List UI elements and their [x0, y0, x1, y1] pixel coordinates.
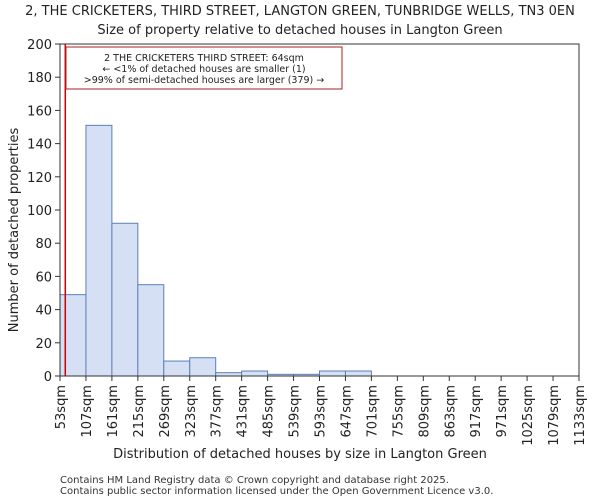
annotation-line1: 2 THE CRICKETERS THIRD STREET: 64sqm	[104, 53, 304, 64]
plot-area-frame	[59, 43, 580, 377]
x-tick-label: 161sqm	[106, 385, 121, 438]
x-tick-label: 809sqm	[417, 385, 432, 438]
y-tick-label: 120	[27, 171, 52, 186]
y-tick-label: 20	[35, 337, 52, 352]
y-tick-label: 160	[27, 104, 52, 119]
y-tick-label: 140	[27, 138, 52, 153]
x-tick-label: 53sqm	[54, 385, 69, 429]
y-tick-label: 80	[35, 237, 52, 252]
x-tick-label: 107sqm	[80, 385, 95, 438]
x-tick-label: 647sqm	[339, 385, 354, 438]
chart-title-line2: Size of property relative to detached ho…	[97, 23, 502, 38]
y-axis-label: Number of detached properties	[7, 128, 22, 333]
histogram-bar-107sqm	[85, 124, 113, 377]
y-tick-label: 100	[27, 204, 52, 219]
footer-line1: Contains HM Land Registry data © Crown c…	[60, 475, 449, 486]
bars-group	[59, 124, 372, 377]
annotation-line2: ← <1% of detached houses are smaller (1)	[102, 64, 305, 75]
y-tick-label: 0	[44, 370, 52, 385]
x-tick-label: 755sqm	[391, 385, 406, 438]
x-tick-label: 593sqm	[314, 385, 329, 438]
histogram-bar-647sqm	[344, 370, 372, 377]
x-tick-label: 269sqm	[158, 385, 173, 438]
histogram-bar-431sqm	[241, 370, 269, 377]
footer-line2: Contains public sector information licen…	[60, 486, 493, 497]
x-tick-label: 539sqm	[288, 385, 303, 438]
x-tick-label: 323sqm	[184, 385, 199, 438]
x-tick-label: 377sqm	[210, 385, 225, 438]
histogram-bar-215sqm	[137, 284, 165, 377]
y-tick-label: 40	[35, 304, 52, 319]
y-axis-ticks: 0 20 40 60 80 100 120 140 160 180 200	[27, 38, 60, 385]
x-axis-ticks: 53sqm 107sqm 161sqm 215sqm 269sqm 323sqm 377sq…	[54, 376, 588, 446]
annotation-line3: >99% of semi-detached houses are larger …	[84, 75, 325, 86]
histogram-bar-323sqm	[189, 357, 217, 377]
x-tick-label: 485sqm	[262, 385, 277, 438]
x-tick-label: 1133sqm	[573, 385, 588, 446]
x-tick-label: 917sqm	[469, 385, 484, 438]
annotation-frame	[65, 46, 343, 90]
histogram-bar-53sqm	[59, 294, 87, 377]
x-tick-label: 431sqm	[236, 385, 251, 438]
y-tick-label: 180	[27, 71, 52, 86]
x-axis-label: Distribution of detached houses by size …	[113, 447, 487, 462]
y-tick-label: 200	[27, 38, 52, 53]
x-tick-label: 1079sqm	[547, 385, 562, 446]
histogram-bar-269sqm	[163, 360, 191, 377]
x-tick-label: 1025sqm	[521, 385, 536, 446]
x-tick-label: 701sqm	[365, 385, 380, 438]
x-tick-label: 971sqm	[495, 385, 510, 438]
y-tick-label: 60	[35, 270, 52, 285]
annotation-box: 2 THE CRICKETERS THIRD STREET: 64sqm ← <…	[65, 46, 343, 90]
chart-title-line1: 2, THE CRICKETERS, THIRD STREET, LANGTON…	[25, 4, 575, 19]
histogram-bar-161sqm	[111, 222, 139, 377]
x-tick-label: 863sqm	[443, 385, 458, 438]
histogram-bar-593sqm	[319, 370, 346, 377]
x-tick-label: 215sqm	[132, 385, 147, 438]
